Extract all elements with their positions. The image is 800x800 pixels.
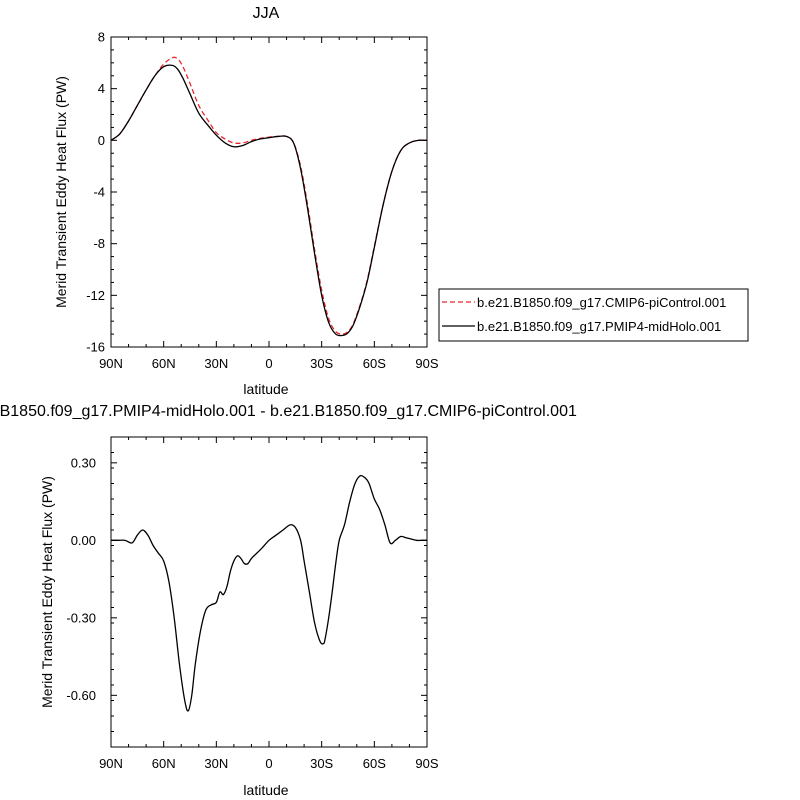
bottom-x-tick-label: 90S <box>415 756 438 771</box>
top-plot-frame <box>110 36 428 348</box>
top-x-tick-label: 30N <box>204 356 228 371</box>
bottom-x-tick-label: 30S <box>310 756 333 771</box>
legend-label-midholo: b.e21.B1850.f09_g17.PMIP4-midHolo.001 <box>477 319 721 334</box>
bottom-y-tick-label: -0.30 <box>66 610 96 625</box>
top-x-tick-label: 90S <box>415 356 438 371</box>
top-y-tick-label: -8 <box>93 236 105 251</box>
bottom-ticks: 90N 60N 30N 0 30S 60S 90S 0.30 0.00 -0.30 -0.60 <box>66 436 439 771</box>
top-x-tick-label: 60S <box>363 356 386 371</box>
top-panel-title: JJA <box>253 5 280 22</box>
bottom-x-tick-label: 30N <box>204 756 228 771</box>
top-y-tick-label: 8 <box>98 30 105 45</box>
top-series-line-1 <box>110 64 428 337</box>
bottom-plot-frame <box>110 436 428 748</box>
top-ticks: 90N 60N 30N 0 30S 60S 90S 8 4 0 -4 -8 -12 -16 <box>86 30 439 372</box>
bottom-x-tick-label: 0 <box>265 756 272 771</box>
bottom-y-tick-label: -0.60 <box>66 688 96 703</box>
bottom-panel: b.e21.B1850.f09_g17.PMIP4-midHolo.001 - … <box>0 403 577 798</box>
bottom-x-tick-label: 90N <box>99 756 123 771</box>
bottom-x-tick-label: 60N <box>152 756 176 771</box>
bottom-x-axis-label: latitude <box>243 782 288 798</box>
top-x-tick-label: 30S <box>310 356 333 371</box>
bottom-y-tick-label: 0.30 <box>71 455 96 470</box>
legend-label-picontrol: b.e21.B1850.f09_g17.CMIP6-piControl.001 <box>477 295 726 310</box>
legend-box <box>438 288 749 342</box>
top-x-tick-label: 90N <box>99 356 123 371</box>
legend: b.e21.B1850.f09_g17.CMIP6-piControl.001 … <box>438 288 749 342</box>
top-y-axis-label: Merid Transient Eddy Heat Flux (PW) <box>53 76 69 308</box>
top-y-tick-label: -16 <box>86 340 105 355</box>
bottom-lines <box>111 474 427 712</box>
top-y-tick-label: 0 <box>98 133 105 148</box>
bottom-y-axis-label: Merid Transient Eddy Heat Flux (PW) <box>39 476 55 708</box>
top-series-line-0 <box>110 56 428 335</box>
top-lines <box>110 56 428 337</box>
top-y-tick-label: -4 <box>93 185 105 200</box>
top-y-tick-label: -12 <box>86 288 105 303</box>
bottom-panel-title: b.e21.B1850.f09_g17.PMIP4-midHolo.001 - … <box>0 403 577 420</box>
top-panel: JJA 90N 60N 30N 0 30S 60S 90S 8 4 0 -4 -8 -12 -16 lat… <box>53 5 439 397</box>
top-x-axis-label: latitude <box>243 381 288 397</box>
top-x-tick-label: 0 <box>265 356 272 371</box>
bottom-y-tick-label: 0.00 <box>71 533 96 548</box>
bottom-series-line-0 <box>111 474 427 712</box>
top-y-tick-label: 4 <box>98 81 105 96</box>
bottom-x-tick-label: 60S <box>363 756 386 771</box>
top-x-tick-label: 60N <box>152 356 176 371</box>
